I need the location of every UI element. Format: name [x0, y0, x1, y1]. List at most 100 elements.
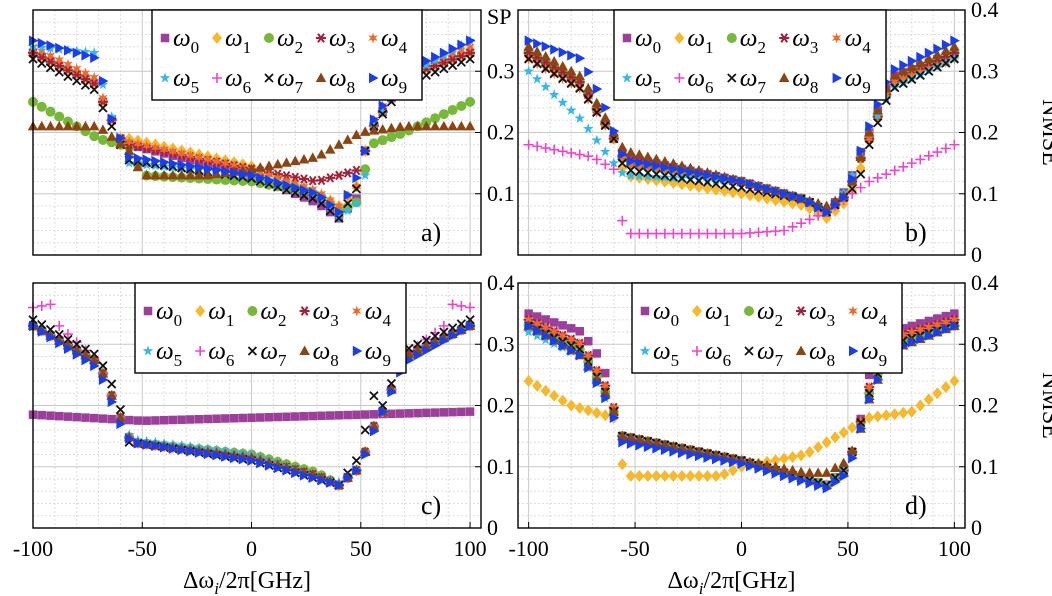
legend-marker — [726, 33, 737, 43]
data-point — [906, 405, 917, 418]
data-point — [72, 349, 83, 360]
data-point — [846, 445, 858, 455]
data-point — [63, 343, 74, 354]
data-point — [728, 174, 739, 186]
data-point — [617, 152, 628, 164]
data-point — [788, 473, 799, 484]
data-point — [686, 449, 696, 460]
data-point — [456, 100, 467, 111]
data-point — [668, 469, 679, 482]
data-point — [291, 182, 301, 193]
x-axis-label: Δωi/2π[GHz] — [667, 568, 795, 596]
data-point — [933, 327, 943, 338]
data-point — [575, 53, 586, 64]
data-point — [626, 165, 636, 175]
data-point — [941, 323, 952, 335]
data-point — [368, 138, 379, 149]
data-point — [63, 412, 73, 421]
data-point — [796, 218, 807, 229]
data-point — [899, 324, 908, 333]
y-tick-label: 0.2 — [971, 120, 999, 145]
data-point — [906, 61, 918, 72]
data-point — [98, 414, 108, 423]
data-point — [625, 469, 636, 482]
data-point — [342, 134, 353, 144]
data-point — [668, 172, 679, 182]
legend-marker — [832, 72, 843, 84]
x-tick-label: 50 — [837, 536, 859, 561]
x-tick-label: 100 — [938, 536, 971, 561]
data-point — [702, 228, 713, 239]
legend-marker — [160, 33, 170, 43]
data-point — [864, 370, 874, 380]
data-point — [124, 136, 134, 148]
y-ticks: 0 0.1 0.2 0.3 0.4 — [959, 270, 999, 540]
data-point — [230, 167, 240, 178]
data-point — [923, 53, 935, 63]
data-point — [421, 59, 432, 70]
data-point — [523, 65, 534, 76]
data-point — [97, 368, 109, 378]
y-tick-label: 0.4 — [487, 270, 515, 295]
legend-box — [151, 9, 423, 101]
data-point — [88, 120, 100, 131]
data-point — [821, 200, 832, 210]
data-point — [915, 324, 926, 336]
data-point — [533, 325, 543, 337]
data-point — [601, 368, 610, 378]
data-point — [133, 416, 143, 425]
data-point — [343, 189, 354, 201]
data-point — [387, 409, 396, 419]
data-point — [625, 147, 637, 157]
y-tick-label: 0.3 — [971, 58, 999, 83]
legend-entry-8: ω8 — [299, 338, 339, 370]
data-point — [651, 171, 662, 182]
data-point — [557, 60, 568, 71]
legend-marker — [639, 345, 651, 356]
data-point — [238, 168, 249, 180]
data-point — [865, 394, 875, 405]
data-point — [62, 329, 73, 340]
data-point — [36, 101, 47, 112]
data-point — [361, 449, 371, 460]
data-point — [212, 450, 223, 461]
y-ticks: 0.1 0.2 0.3 SP — [475, 4, 515, 206]
data-point — [238, 454, 249, 465]
data-point — [229, 413, 239, 423]
data-point — [847, 188, 858, 199]
data-point — [55, 42, 65, 54]
data-point — [230, 452, 240, 464]
data-point — [711, 453, 722, 465]
data-point — [202, 169, 214, 180]
data-point — [677, 447, 688, 459]
data-point — [566, 333, 576, 345]
legend-marker — [744, 306, 754, 316]
data-point — [465, 41, 475, 53]
data-point — [600, 159, 611, 170]
data-point — [924, 66, 934, 76]
legend-entry-2: ω2 — [726, 25, 766, 57]
data-point — [342, 205, 353, 216]
data-point — [123, 145, 135, 155]
data-point — [457, 325, 467, 337]
data-point — [465, 54, 475, 64]
data-point — [360, 164, 371, 175]
data-point — [430, 67, 440, 77]
data-point — [736, 228, 747, 239]
data-point — [333, 170, 344, 181]
data-point — [256, 457, 266, 469]
data-point — [289, 155, 301, 166]
data-point — [45, 324, 56, 335]
data-point — [932, 147, 943, 158]
legend-marker — [744, 346, 754, 356]
data-point — [438, 120, 450, 131]
data-point — [429, 120, 441, 131]
data-point — [830, 431, 841, 444]
data-point — [949, 54, 959, 64]
data-point — [36, 300, 47, 311]
data-point — [36, 120, 47, 131]
data-point — [608, 157, 620, 168]
data-point — [788, 190, 799, 202]
panel-label: d) — [905, 491, 927, 520]
